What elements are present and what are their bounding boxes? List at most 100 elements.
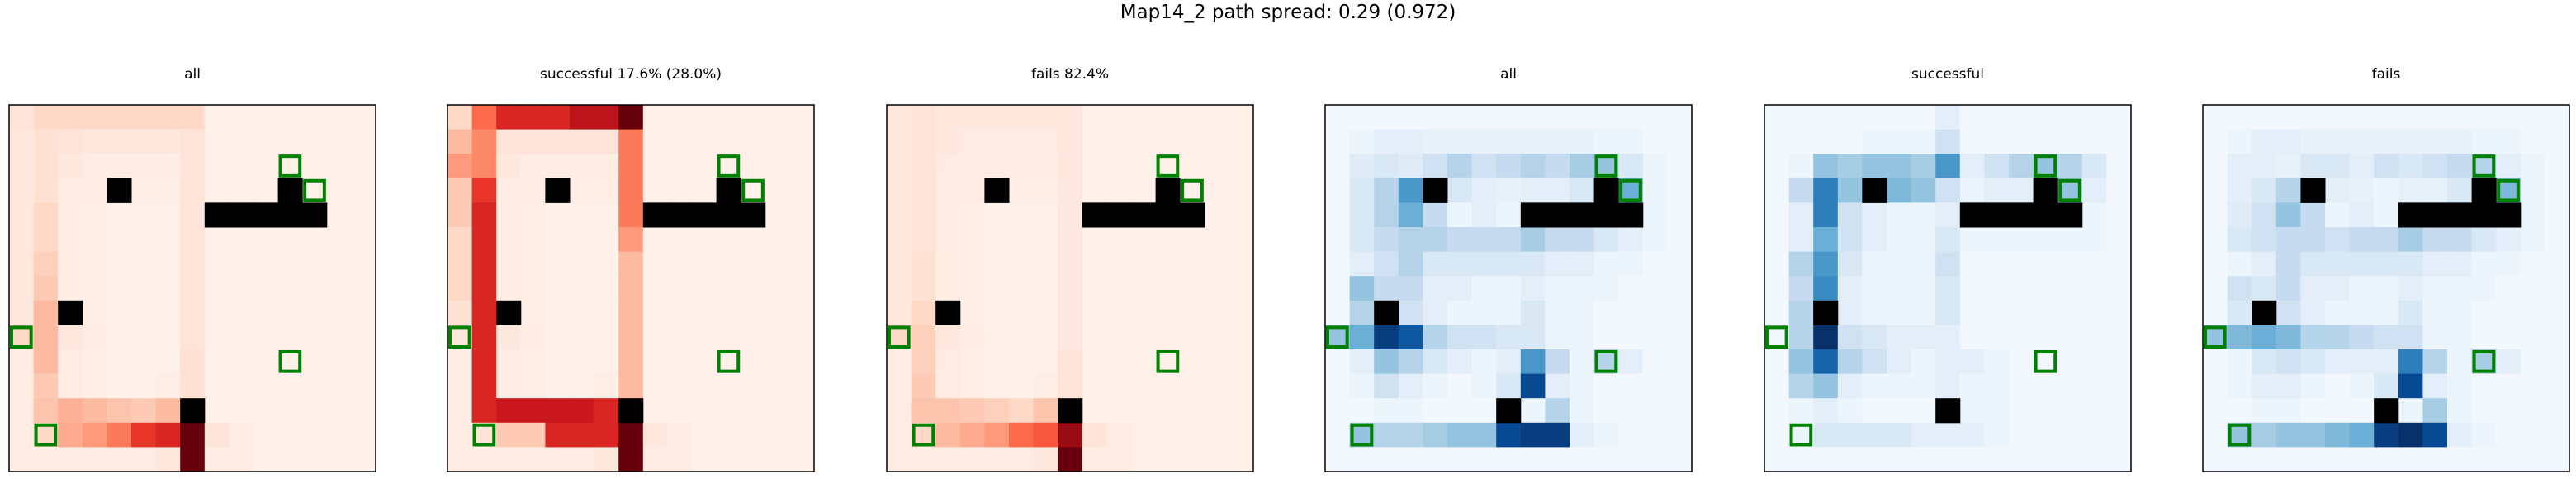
heatmap-cell: [1009, 227, 1035, 253]
heatmap-cell: [1033, 251, 1058, 277]
heatmap-cell: [1959, 154, 1985, 179]
heatmap-cell: [2081, 178, 2107, 203]
heatmap-cell: [1082, 129, 1107, 154]
heatmap-cell: [1180, 251, 1205, 277]
heatmap-cell: [2106, 202, 2132, 228]
heatmap-cell: [1984, 178, 2010, 203]
obstacle-cell: [2422, 202, 2448, 228]
heatmap-cell: [618, 276, 644, 301]
heatmap-cell: [520, 422, 546, 448]
heatmap-cell: [1935, 154, 1961, 179]
heatmap-cell: [1642, 300, 1668, 325]
heatmap-cell: [1155, 251, 1181, 277]
heatmap-cell: [594, 398, 619, 424]
heatmap-cell: [2009, 325, 2034, 350]
heatmap-cell: [2227, 129, 2252, 154]
heatmap-cell: [1496, 422, 1522, 448]
heatmap-cell: [351, 325, 376, 350]
heatmap-cell: [1935, 349, 1961, 375]
heatmap-cell: [2471, 129, 2497, 154]
heatmap-cell: [2252, 325, 2277, 350]
heatmap-cell: [1618, 398, 1644, 424]
heatmap-cell: [2275, 447, 2301, 472]
heatmap-cell: [2057, 276, 2083, 301]
heatmap-cell: [2057, 325, 2083, 350]
heatmap-cell: [1545, 105, 1570, 130]
heatmap-cell: [447, 300, 473, 325]
goal-marker: [2058, 178, 2081, 202]
heatmap-cell: [887, 373, 912, 399]
heatmap-cell: [155, 178, 181, 203]
heatmap-cell: [1593, 447, 1619, 472]
heatmap-cell: [1131, 373, 1157, 399]
heatmap-cell: [1667, 325, 1693, 350]
heatmap-cell: [1862, 154, 1887, 179]
heatmap-cell: [1082, 154, 1107, 179]
heatmap-cell: [2203, 129, 2228, 154]
heatmap-cell: [1570, 447, 1595, 472]
heatmap-cell: [765, 227, 790, 253]
heatmap-cell: [1447, 325, 1473, 350]
heatmap-cell: [1033, 325, 1058, 350]
heatmap-cell: [2106, 300, 2132, 325]
heatmap-cell: [2081, 447, 2107, 472]
heatmap-cell: [2520, 105, 2545, 130]
heatmap-cell: [447, 373, 473, 399]
heatmap-cell: [1325, 129, 1351, 154]
heatmap-cell: [1862, 251, 1887, 277]
heatmap-cell: [1862, 373, 1887, 399]
heatmap-cell: [1520, 105, 1546, 130]
goal-marker: [303, 178, 326, 202]
heatmap-cell: [692, 154, 717, 179]
heatmap-cell: [1570, 276, 1595, 301]
heatmap-cell: [253, 276, 279, 301]
heatmap-cell: [1496, 154, 1522, 179]
heatmap-cell: [545, 227, 571, 253]
heatmap-cell: [82, 276, 107, 301]
panel-1: successful 17.6% (28.0%): [447, 0, 815, 479]
heatmap-cell: [911, 300, 936, 325]
heatmap-cell: [2300, 398, 2326, 424]
obstacle-cell: [618, 398, 644, 424]
heatmap-cell: [1058, 325, 1083, 350]
heatmap-cell: [2275, 105, 2301, 130]
heatmap-cell: [2227, 349, 2252, 375]
heatmap-cell: [594, 422, 619, 448]
heatmap-cell: [496, 422, 522, 448]
heatmap-cell: [1447, 349, 1473, 375]
goal-marker: [2203, 325, 2227, 349]
heatmap-cell: [9, 154, 35, 179]
heatmap-cell: [1325, 276, 1351, 301]
obstacle-cell: [1545, 202, 1570, 228]
heatmap-cell: [1593, 422, 1619, 448]
heatmap-cell: [1813, 398, 1839, 424]
heatmap-cell: [1398, 276, 1423, 301]
heatmap-cell: [229, 276, 254, 301]
heatmap-cell: [765, 398, 790, 424]
heatmap-cell: [959, 422, 985, 448]
heatmap-cell: [58, 154, 83, 179]
obstacle-cell: [496, 300, 522, 325]
heatmap-cell: [1471, 349, 1497, 375]
heatmap-cell: [326, 178, 352, 203]
heatmap-cell: [1959, 227, 1985, 253]
axes-frame: [447, 104, 815, 472]
heatmap-cell: [1471, 300, 1497, 325]
heatmap-cell: [9, 129, 35, 154]
heatmap-cell: [351, 227, 376, 253]
heatmap-cell: [887, 154, 912, 179]
heatmap-cell: [1667, 373, 1693, 399]
heatmap-cell: [2081, 398, 2107, 424]
heatmap-cell: [984, 422, 1010, 448]
heatmap-cell: [2520, 349, 2545, 375]
heatmap-cell: [471, 373, 497, 399]
heatmap-cell: [1642, 129, 1668, 154]
heatmap-cell: [570, 105, 595, 130]
heatmap-cell: [2545, 227, 2570, 253]
heatmap-cell: [2545, 325, 2570, 350]
heatmap-cell: [741, 325, 766, 350]
heatmap-cell: [765, 251, 790, 277]
heatmap-cell: [1764, 251, 1790, 277]
heatmap-cell: [935, 398, 961, 424]
heatmap-cell: [131, 398, 157, 424]
